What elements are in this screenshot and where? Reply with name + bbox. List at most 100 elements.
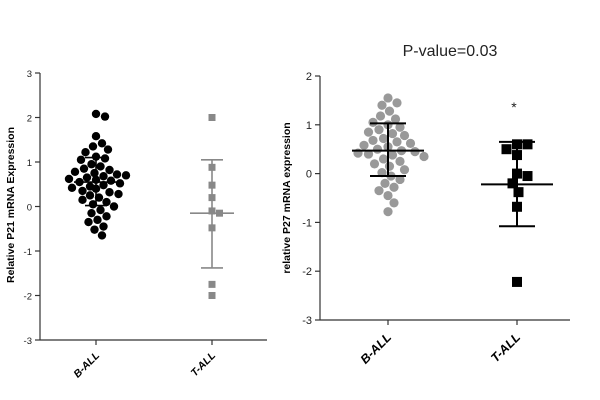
data-point <box>85 191 95 200</box>
data-point <box>375 111 386 121</box>
data-point <box>378 133 389 144</box>
data-point <box>383 207 393 217</box>
data-point <box>88 142 98 151</box>
data-point <box>377 168 387 178</box>
y-axis-label: relative P27 mRNA expression <box>281 122 293 273</box>
y-tick-label: -1 <box>24 247 32 258</box>
data-point <box>90 225 99 234</box>
data-point <box>70 167 80 176</box>
y-tick-label: -3 <box>24 336 32 347</box>
data-point <box>84 217 93 227</box>
data-point <box>109 202 119 211</box>
data-point <box>208 292 216 299</box>
data-point <box>374 186 384 196</box>
data-point <box>91 152 101 161</box>
data-point <box>387 150 398 160</box>
data-point <box>94 193 104 202</box>
data-point <box>105 188 114 197</box>
data-point <box>380 178 390 188</box>
data-point <box>368 135 378 146</box>
p27-panel: -3 -2 -1 0 1 2 B-ALL T-ALL P-value=0.03 * rela… <box>281 43 570 367</box>
x-tick-label: B-ALL <box>358 330 394 366</box>
data-point <box>383 93 393 103</box>
y-ticks: -3 -2 -1 0 1 2 3 <box>24 69 40 347</box>
data-point <box>513 187 524 198</box>
data-point <box>363 149 374 159</box>
x-tick-label: T-ALL <box>488 330 523 365</box>
data-point <box>395 122 405 132</box>
data-point <box>392 137 402 147</box>
data-point <box>405 138 416 148</box>
data-point <box>100 112 110 121</box>
data-point <box>512 276 522 287</box>
data-point <box>114 189 123 199</box>
data-point <box>208 280 216 288</box>
data-point <box>392 98 402 108</box>
p21-panel: -3 -2 -1 0 1 2 3 B-ALL T-ALL Relative P21 mRNA … <box>5 69 267 380</box>
data-point <box>115 179 125 188</box>
data-point <box>389 182 399 192</box>
data-point <box>96 162 105 171</box>
y-tick-label: -2 <box>24 292 32 303</box>
data-point <box>76 155 86 164</box>
data-point <box>369 159 380 169</box>
x-ticks: B-ALL T-ALL <box>358 320 523 367</box>
data-point <box>67 183 77 193</box>
data-point <box>372 144 383 154</box>
y-tick-label: 1 <box>306 120 312 132</box>
data-point <box>99 222 108 231</box>
data-point <box>383 190 393 201</box>
data-point <box>384 106 395 116</box>
y-axis-label: Relative P21 mRNA Expression <box>5 127 17 283</box>
x-ticks: B-ALL T-ALL <box>71 340 218 380</box>
data-point <box>390 114 401 124</box>
data-point <box>419 151 429 162</box>
data-point <box>79 164 89 173</box>
error-bars <box>352 122 553 228</box>
y-tick-label: 2 <box>27 114 32 125</box>
data-point <box>102 212 111 221</box>
data-point <box>87 208 96 218</box>
data-point <box>374 125 384 135</box>
y-tick-label: 0 <box>27 203 32 214</box>
y-tick-label: -1 <box>302 217 312 229</box>
data-point <box>78 186 87 196</box>
data-point <box>363 127 374 137</box>
data-point <box>97 139 107 148</box>
data-point <box>78 195 87 205</box>
data-point <box>395 156 405 166</box>
data-point <box>91 109 101 119</box>
x-tick-label: T-ALL <box>189 350 219 380</box>
y-tick-label: -3 <box>302 315 312 327</box>
y-tick-label: 1 <box>27 158 32 169</box>
data-point <box>100 154 110 163</box>
data-point <box>387 128 398 139</box>
data-point <box>359 140 369 150</box>
significance-annotation: * <box>511 99 517 115</box>
data-point <box>97 231 107 240</box>
data-point <box>96 205 105 215</box>
data-point <box>87 160 96 169</box>
y-tick-label: 3 <box>27 69 32 80</box>
chart-title: P-value=0.03 <box>403 43 498 60</box>
data-point <box>501 144 512 155</box>
data-point <box>399 130 410 141</box>
data-point <box>91 131 101 141</box>
error-bars <box>74 156 234 269</box>
data-point <box>399 165 410 175</box>
data-point <box>99 172 108 181</box>
data-point <box>522 171 533 182</box>
data-point <box>64 174 74 184</box>
data-point <box>389 198 399 208</box>
data-point <box>99 180 108 190</box>
data-points <box>64 109 223 299</box>
data-point <box>81 148 90 157</box>
data-point <box>121 171 131 180</box>
data-point <box>377 100 387 110</box>
y-tick-label: -2 <box>302 266 312 278</box>
y-tick-label: 0 <box>306 169 312 181</box>
y-ticks: -3 -2 -1 0 1 2 <box>302 71 320 327</box>
data-point <box>105 165 114 175</box>
data-point <box>106 176 116 185</box>
